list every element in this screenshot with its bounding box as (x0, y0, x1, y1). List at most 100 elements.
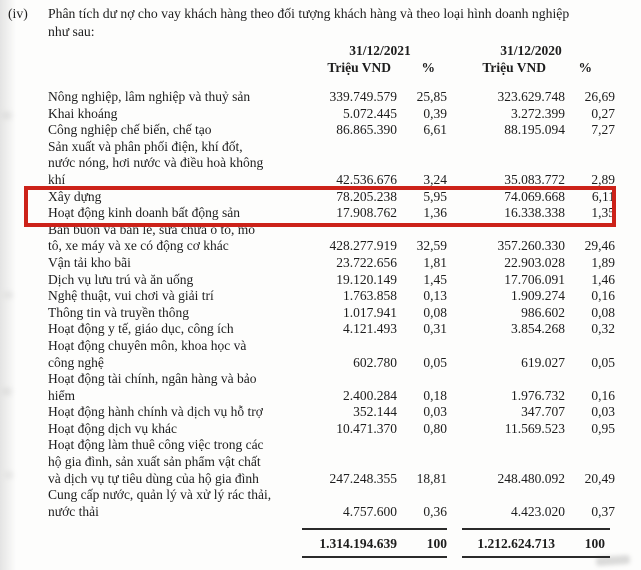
row-pct-2021: 5,95 (423, 188, 447, 204)
row-amount-2021: 352.144 (353, 404, 397, 420)
table-header-dates: 31/12/2021 31/12/2020 (48, 42, 615, 59)
row-amount-2021: 428.277.919 (329, 238, 398, 254)
scan-shadow-left (0, 0, 16, 570)
table-row: Hoạt động tài chính, ngân hàng và bảo hi… (48, 371, 615, 404)
row-amount-2021: 78.205.238 (336, 188, 397, 204)
row-label: Hoạt động kinh doanh bất động sản (48, 205, 240, 221)
table-row: Cung cấp nước, quản lý và xử lý rác thải… (48, 487, 615, 520)
row-pct-2020: 0,95 (591, 420, 615, 436)
row-pct-2021: 0,13 (423, 288, 447, 304)
row-pct-2020: 0,37 (591, 503, 615, 519)
table-row: Bán buôn và bán lẻ, sửa chữa ô tô, mô tô… (48, 222, 615, 255)
row-pct-2020: 0,16 (591, 387, 615, 403)
column-date-2020: 31/12/2020 (500, 43, 562, 58)
row-amount-2020: 347.707 (521, 404, 565, 420)
row-amount-2020: 619.027 (521, 354, 565, 370)
scan-smudge (4, 292, 13, 298)
table-row: Thông tin và truyền thông 1.017.941 0,08… (48, 305, 615, 322)
row-amount-2021: 86.865.390 (336, 122, 397, 138)
row-pct-2020: 0,27 (591, 105, 615, 121)
row-pct-2021: 1,45 (423, 271, 447, 287)
column-unit-2021: Triệu VND (327, 60, 391, 75)
table-row: Nghệ thuật, vui chơi và giải trí 1.763.8… (48, 288, 615, 305)
total-pct-2020: 100 (584, 536, 605, 551)
row-pct-2021: 32,59 (416, 238, 447, 254)
row-pct-2021: 6,61 (423, 122, 447, 138)
spacer (48, 42, 313, 59)
row-pct-2021: 0,36 (423, 503, 447, 519)
row-amount-2020: 88.195.094 (504, 122, 565, 138)
row-label: Dịch vụ lưu trú và ăn uống (48, 271, 194, 287)
row-label: Sản xuất và phân phối điện, khí đốt, nướ… (48, 138, 264, 187)
row-amount-2021: 17.908.762 (336, 205, 397, 221)
table-row: Hoạt động làm thuê công việc trong các h… (48, 437, 615, 487)
row-pct-2020: 0,32 (591, 321, 615, 337)
row-pct-2020: 1,89 (591, 254, 615, 270)
row-label: Hoạt động y tế, giáo dục, công ích (48, 321, 234, 337)
section-intro: (iv) Phân tích dư nợ cho vay khách hàng … (8, 5, 633, 41)
row-label: Nghệ thuật, vui chơi và giải trí (48, 288, 214, 304)
scan-smudge (2, 112, 12, 119)
item-marker: (iv) (8, 6, 28, 21)
row-amount-2021: 5.072.445 (343, 105, 397, 121)
row-amount-2020: 4.423.020 (511, 503, 565, 519)
row-pct-2021: 18,81 (416, 470, 447, 486)
row-pct-2021: 0,31 (423, 321, 447, 337)
row-label: Cung cấp nước, quản lý và xử lý rác thải… (48, 487, 272, 519)
table-row: Dịch vụ lưu trú và ăn uống 19.120.149 1,… (48, 272, 615, 289)
table-row-highlighted: Hoạt động kinh doanh bất động sản 17.908… (48, 205, 615, 222)
row-amount-2020: 16.338.338 (504, 205, 565, 221)
row-pct-2020: 0,03 (591, 404, 615, 420)
row-label: Hoạt động làm thuê công việc trong các h… (48, 437, 264, 486)
intro-text: Phân tích dư nợ cho vay khách hàng theo … (48, 6, 570, 39)
row-pct-2021: 1,36 (423, 205, 447, 221)
row-pct-2020: 1,46 (591, 271, 615, 287)
row-pct-2021: 25,85 (416, 89, 447, 104)
row-amount-2021: 602.780 (353, 354, 397, 370)
table-row: Hoạt động chuyên môn, khoa học và công n… (48, 338, 615, 371)
table-row: Công nghiệp chế biến, chế tạo 86.865.390… (48, 122, 615, 139)
table-row: Hoạt động hành chính và dịch vụ hỗ trợ 3… (48, 404, 615, 421)
row-amount-2020: 3.272.399 (511, 105, 565, 121)
row-pct-2021: 3,24 (423, 171, 447, 187)
column-unit-2020: Triệu VND (482, 60, 546, 75)
row-pct-2020: 7,27 (591, 122, 615, 138)
total-segment-2021: 1.314.194.639 100 (302, 528, 447, 558)
row-label: Công nghiệp chế biến, chế tạo (48, 122, 212, 138)
row-pct-2020: 2,89 (591, 171, 615, 187)
row-label: Hoạt động tài chính, ngân hàng và bảo hi… (48, 371, 257, 403)
total-amount-2020: 1.212.624.713 (477, 536, 555, 551)
scan-smudge (2, 388, 12, 395)
row-pct-2021: 0,80 (423, 420, 447, 436)
row-label: Nông nghiệp, lâm nghiệp và thuỷ sản (48, 89, 251, 104)
table-row: Vận tải kho bãi 23.722.656 1,81 22.903.0… (48, 255, 615, 272)
row-pct-2020: 0,05 (591, 354, 615, 370)
row-pct-2021: 0,08 (423, 304, 447, 320)
row-amount-2021: 1.017.941 (343, 304, 397, 320)
row-amount-2021: 4.757.600 (343, 503, 397, 519)
row-pct-2020: 1,35 (591, 205, 615, 221)
row-pct-2020: 0,08 (591, 304, 615, 320)
row-label: Hoạt động chuyên môn, khoa học và công n… (48, 337, 247, 370)
spacer (48, 59, 313, 76)
row-pct-2020: 26,69 (584, 89, 615, 104)
column-pct-2021: % (421, 60, 436, 75)
row-amount-2020: 323.629.748 (497, 89, 566, 104)
row-label: Bán buôn và bán lẻ, sửa chữa ô tô, mô tô… (48, 221, 255, 254)
row-amount-2021: 339.749.579 (329, 89, 398, 104)
row-label: Xây dựng (48, 188, 102, 204)
row-label: Hoạt động hành chính và dịch vụ hỗ trợ (48, 404, 263, 420)
row-amount-2021: 23.722.656 (336, 254, 397, 270)
row-amount-2021: 42.536.676 (336, 171, 397, 187)
row-amount-2021: 4.121.493 (343, 321, 397, 337)
row-amount-2020: 35.083.772 (504, 171, 565, 187)
column-pct-2020: % (578, 60, 593, 75)
row-amount-2020: 1.976.732 (511, 387, 565, 403)
row-pct-2021: 0,39 (423, 105, 447, 121)
table-row-highlighted: Xây dựng 78.205.238 5,95 74.069.668 6,11 (48, 189, 615, 206)
table-total-row: 1.314.194.639 100 1.212.624.713 100 (48, 528, 615, 562)
row-pct-2021: 1,81 (423, 254, 447, 270)
row-amount-2020: 22.903.028 (504, 254, 565, 270)
row-label: Hoạt động dịch vụ khác (48, 420, 177, 436)
